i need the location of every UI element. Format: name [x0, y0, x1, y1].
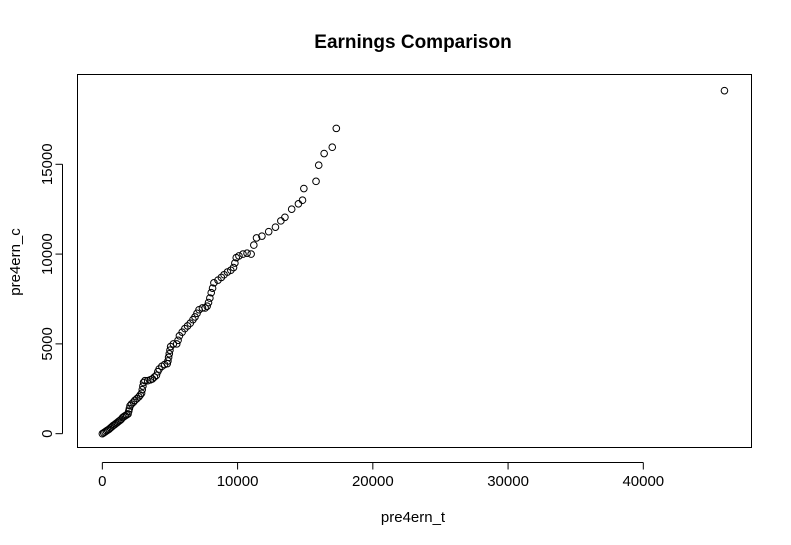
data-point — [174, 336, 182, 345]
data-point — [172, 340, 181, 348]
x-tick-label: 40000 — [622, 473, 664, 490]
data-point — [320, 149, 328, 158]
data-point — [152, 371, 161, 380]
data-point — [328, 143, 337, 152]
data-point — [231, 259, 239, 267]
x-tick-label: 30000 — [487, 473, 529, 490]
y-tick-label: 5000 — [39, 327, 56, 360]
data-point — [210, 279, 218, 287]
data-point — [203, 302, 211, 310]
data-point — [207, 288, 216, 297]
data-point — [271, 223, 280, 231]
data-point — [166, 346, 174, 354]
data-point — [247, 250, 255, 258]
data-point — [720, 86, 729, 95]
data-point — [181, 324, 189, 333]
data-point — [183, 322, 192, 330]
data-point — [166, 342, 175, 351]
data-point — [122, 411, 131, 419]
data-point — [227, 266, 235, 275]
data-point — [312, 177, 320, 186]
data-point — [281, 213, 289, 222]
data-point — [298, 196, 307, 205]
data-point — [206, 294, 214, 302]
data-point — [204, 298, 213, 307]
y-axis-label: pre4ern_c — [7, 228, 24, 296]
data-point — [250, 241, 258, 249]
data-point — [150, 373, 159, 381]
x-tick-label: 0 — [98, 473, 106, 490]
data-point — [169, 340, 178, 348]
y-axis: 0 5000 10000 15000 — [39, 143, 63, 438]
data-point — [139, 382, 147, 390]
data-point — [201, 304, 209, 312]
data-point — [252, 234, 261, 242]
data-point — [198, 304, 207, 312]
chart-title: Earnings Comparison — [314, 32, 511, 53]
x-axis: 0 10000 20000 30000 40000 — [98, 462, 664, 490]
x-tick-label: 10000 — [217, 473, 259, 490]
plot-frame — [77, 74, 752, 448]
y-tick-label: 0 — [39, 430, 56, 438]
x-tick-label: 20000 — [352, 473, 394, 490]
data-point — [239, 250, 247, 258]
data-point — [258, 232, 266, 240]
y-tick-label: 15000 — [39, 143, 56, 185]
data-point — [139, 378, 148, 387]
data-point — [332, 124, 341, 133]
data-point — [193, 309, 201, 318]
data-point — [191, 313, 199, 321]
data-point — [208, 284, 217, 293]
data-point — [277, 217, 285, 225]
data-point — [287, 205, 296, 213]
data-point — [217, 273, 226, 282]
data-point — [165, 349, 174, 358]
data-point — [141, 376, 149, 385]
data-point — [229, 263, 238, 272]
data-point — [155, 365, 163, 373]
data-point — [243, 249, 251, 257]
data-point — [138, 385, 147, 394]
data-point — [264, 227, 273, 236]
data-point — [164, 357, 172, 365]
data-point — [137, 389, 146, 398]
data-point — [136, 391, 145, 399]
data-points — [98, 86, 729, 438]
data-point — [314, 161, 323, 169]
data-point — [235, 252, 243, 260]
data-point — [300, 184, 308, 193]
data-point — [164, 353, 173, 362]
y-tick-label: 10000 — [39, 233, 56, 275]
x-axis-label: pre4ern_t — [381, 509, 446, 526]
data-point — [294, 200, 303, 208]
